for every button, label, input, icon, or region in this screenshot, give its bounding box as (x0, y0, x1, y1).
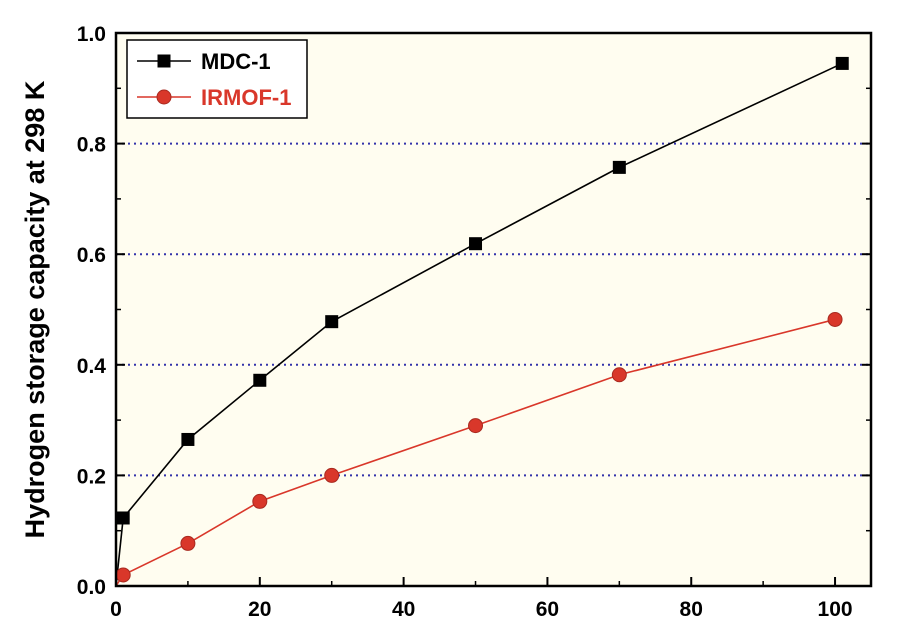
legend-box (126, 39, 308, 119)
legend-marker (156, 89, 172, 105)
x-tick-label: 40 (392, 598, 415, 621)
data-point (115, 567, 131, 583)
data-point (827, 311, 843, 327)
data-point (116, 511, 130, 525)
plot-background (116, 33, 871, 586)
legend-item: IRMOF-1 (137, 85, 291, 110)
data-point (324, 467, 340, 483)
x-tick-label: 0 (110, 598, 122, 621)
y-tick-label: 0.0 (77, 576, 106, 599)
y-axis-label: Hydrogen storage capacity at 298 K (20, 80, 50, 538)
legend-marker (157, 54, 171, 68)
data-point (325, 315, 339, 329)
series-layer (115, 56, 849, 587)
x-tick-label: 60 (536, 598, 559, 621)
x-tick-label: 80 (680, 598, 703, 621)
axes: 0 20 40 60 80 100 0.0 0.2 0.4 0.6 0.8 1.0 (77, 23, 871, 621)
series-line (115, 318, 836, 587)
y-tick-label: 0.2 (77, 465, 106, 488)
data-point (252, 493, 268, 509)
y-tick-label: 1.0 (77, 23, 106, 46)
legend: MDC-1 IRMOF-1 (126, 39, 308, 119)
x-tick-label: 100 (818, 598, 853, 621)
data-point (469, 237, 483, 251)
series-irmof-1 (115, 311, 843, 587)
data-point (468, 418, 484, 434)
legend-label: IRMOF-1 (201, 85, 291, 110)
series-mdc-1 (115, 56, 849, 587)
legend-item: MDC-1 (137, 49, 271, 74)
series-line (115, 62, 843, 587)
y-tick-label: 0.8 (77, 134, 107, 157)
legend-label: MDC-1 (201, 49, 271, 74)
data-point (611, 367, 627, 383)
x-tick-label: 20 (248, 598, 271, 621)
data-point (612, 160, 626, 174)
data-point (253, 373, 267, 387)
data-point (835, 56, 849, 70)
y-tick-label: 0.4 (77, 355, 107, 378)
data-point (180, 535, 196, 551)
y-tick-label: 0.6 (77, 244, 106, 267)
data-point (181, 432, 195, 446)
